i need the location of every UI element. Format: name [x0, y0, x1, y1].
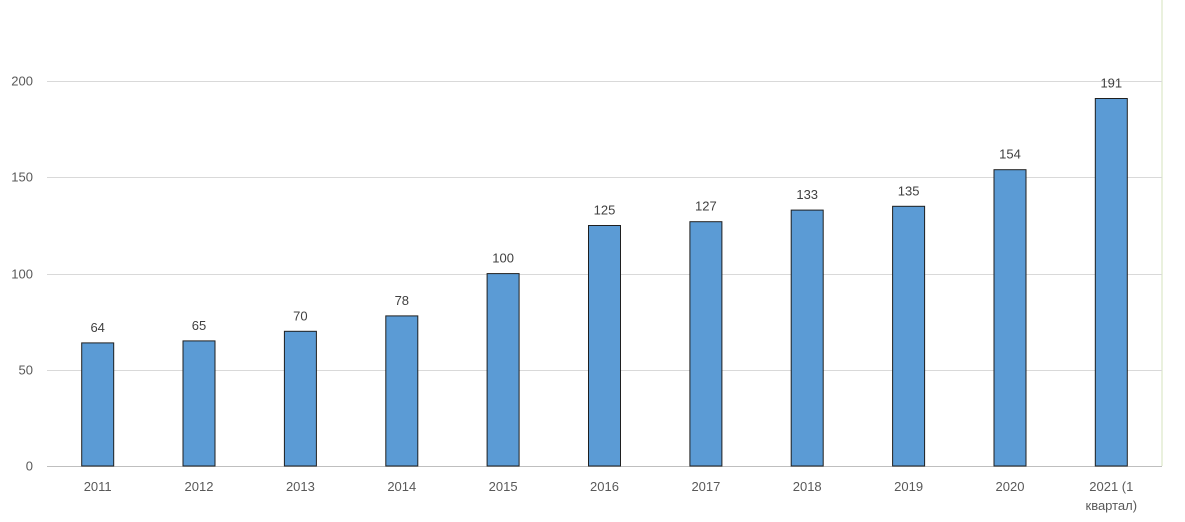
y-tick-label: 200 [11, 74, 33, 89]
data-label: 65 [192, 318, 206, 333]
bar [892, 205, 926, 467]
x-tick-label: 2017 [691, 479, 720, 494]
bars [81, 98, 1128, 467]
bar [385, 315, 419, 467]
x-tick-label: 2016 [590, 479, 619, 494]
x-axis: 2011 2012 2013 2014 2015 2016 2017 2018 2019 2020… [84, 479, 1137, 513]
x-tick-label: 2012 [185, 479, 214, 494]
bar [790, 209, 824, 467]
bar [81, 342, 115, 467]
data-label: 191 [1100, 76, 1122, 91]
x-tick-label: 2021 (1 [1089, 479, 1133, 494]
bar [993, 169, 1027, 467]
y-tick-label: 100 [11, 267, 33, 282]
bar [182, 340, 216, 467]
bar [283, 330, 317, 467]
data-label: 125 [594, 203, 616, 218]
x-tick-label: квартал) [1086, 498, 1138, 513]
y-tick-label: 150 [11, 170, 33, 185]
x-tick-label: 2019 [894, 479, 923, 494]
data-label: 127 [695, 199, 717, 214]
bar [1094, 98, 1128, 467]
y-tick-label: 0 [26, 459, 33, 474]
data-label: 135 [898, 183, 920, 198]
data-labels: 64 65 70 78 100 125 127 133 135 154 191 [90, 76, 1122, 335]
bar [689, 221, 723, 467]
bar [588, 225, 621, 467]
data-label: 70 [293, 308, 307, 323]
data-label: 64 [90, 320, 104, 335]
x-tick-label: 2011 [84, 479, 112, 494]
data-label: 100 [492, 251, 514, 266]
y-tick-label: 50 [19, 363, 33, 378]
bar [486, 273, 520, 467]
x-tick-label: 2018 [793, 479, 822, 494]
data-label: 154 [999, 147, 1021, 162]
x-tick-label: 2013 [286, 479, 315, 494]
x-tick-label: 2014 [387, 479, 416, 494]
data-label: 78 [395, 293, 409, 308]
data-label: 133 [796, 187, 818, 202]
x-tick-label: 2015 [489, 479, 518, 494]
y-axis: 0 50 100 150 200 [11, 74, 33, 474]
x-tick-label: 2020 [996, 479, 1025, 494]
